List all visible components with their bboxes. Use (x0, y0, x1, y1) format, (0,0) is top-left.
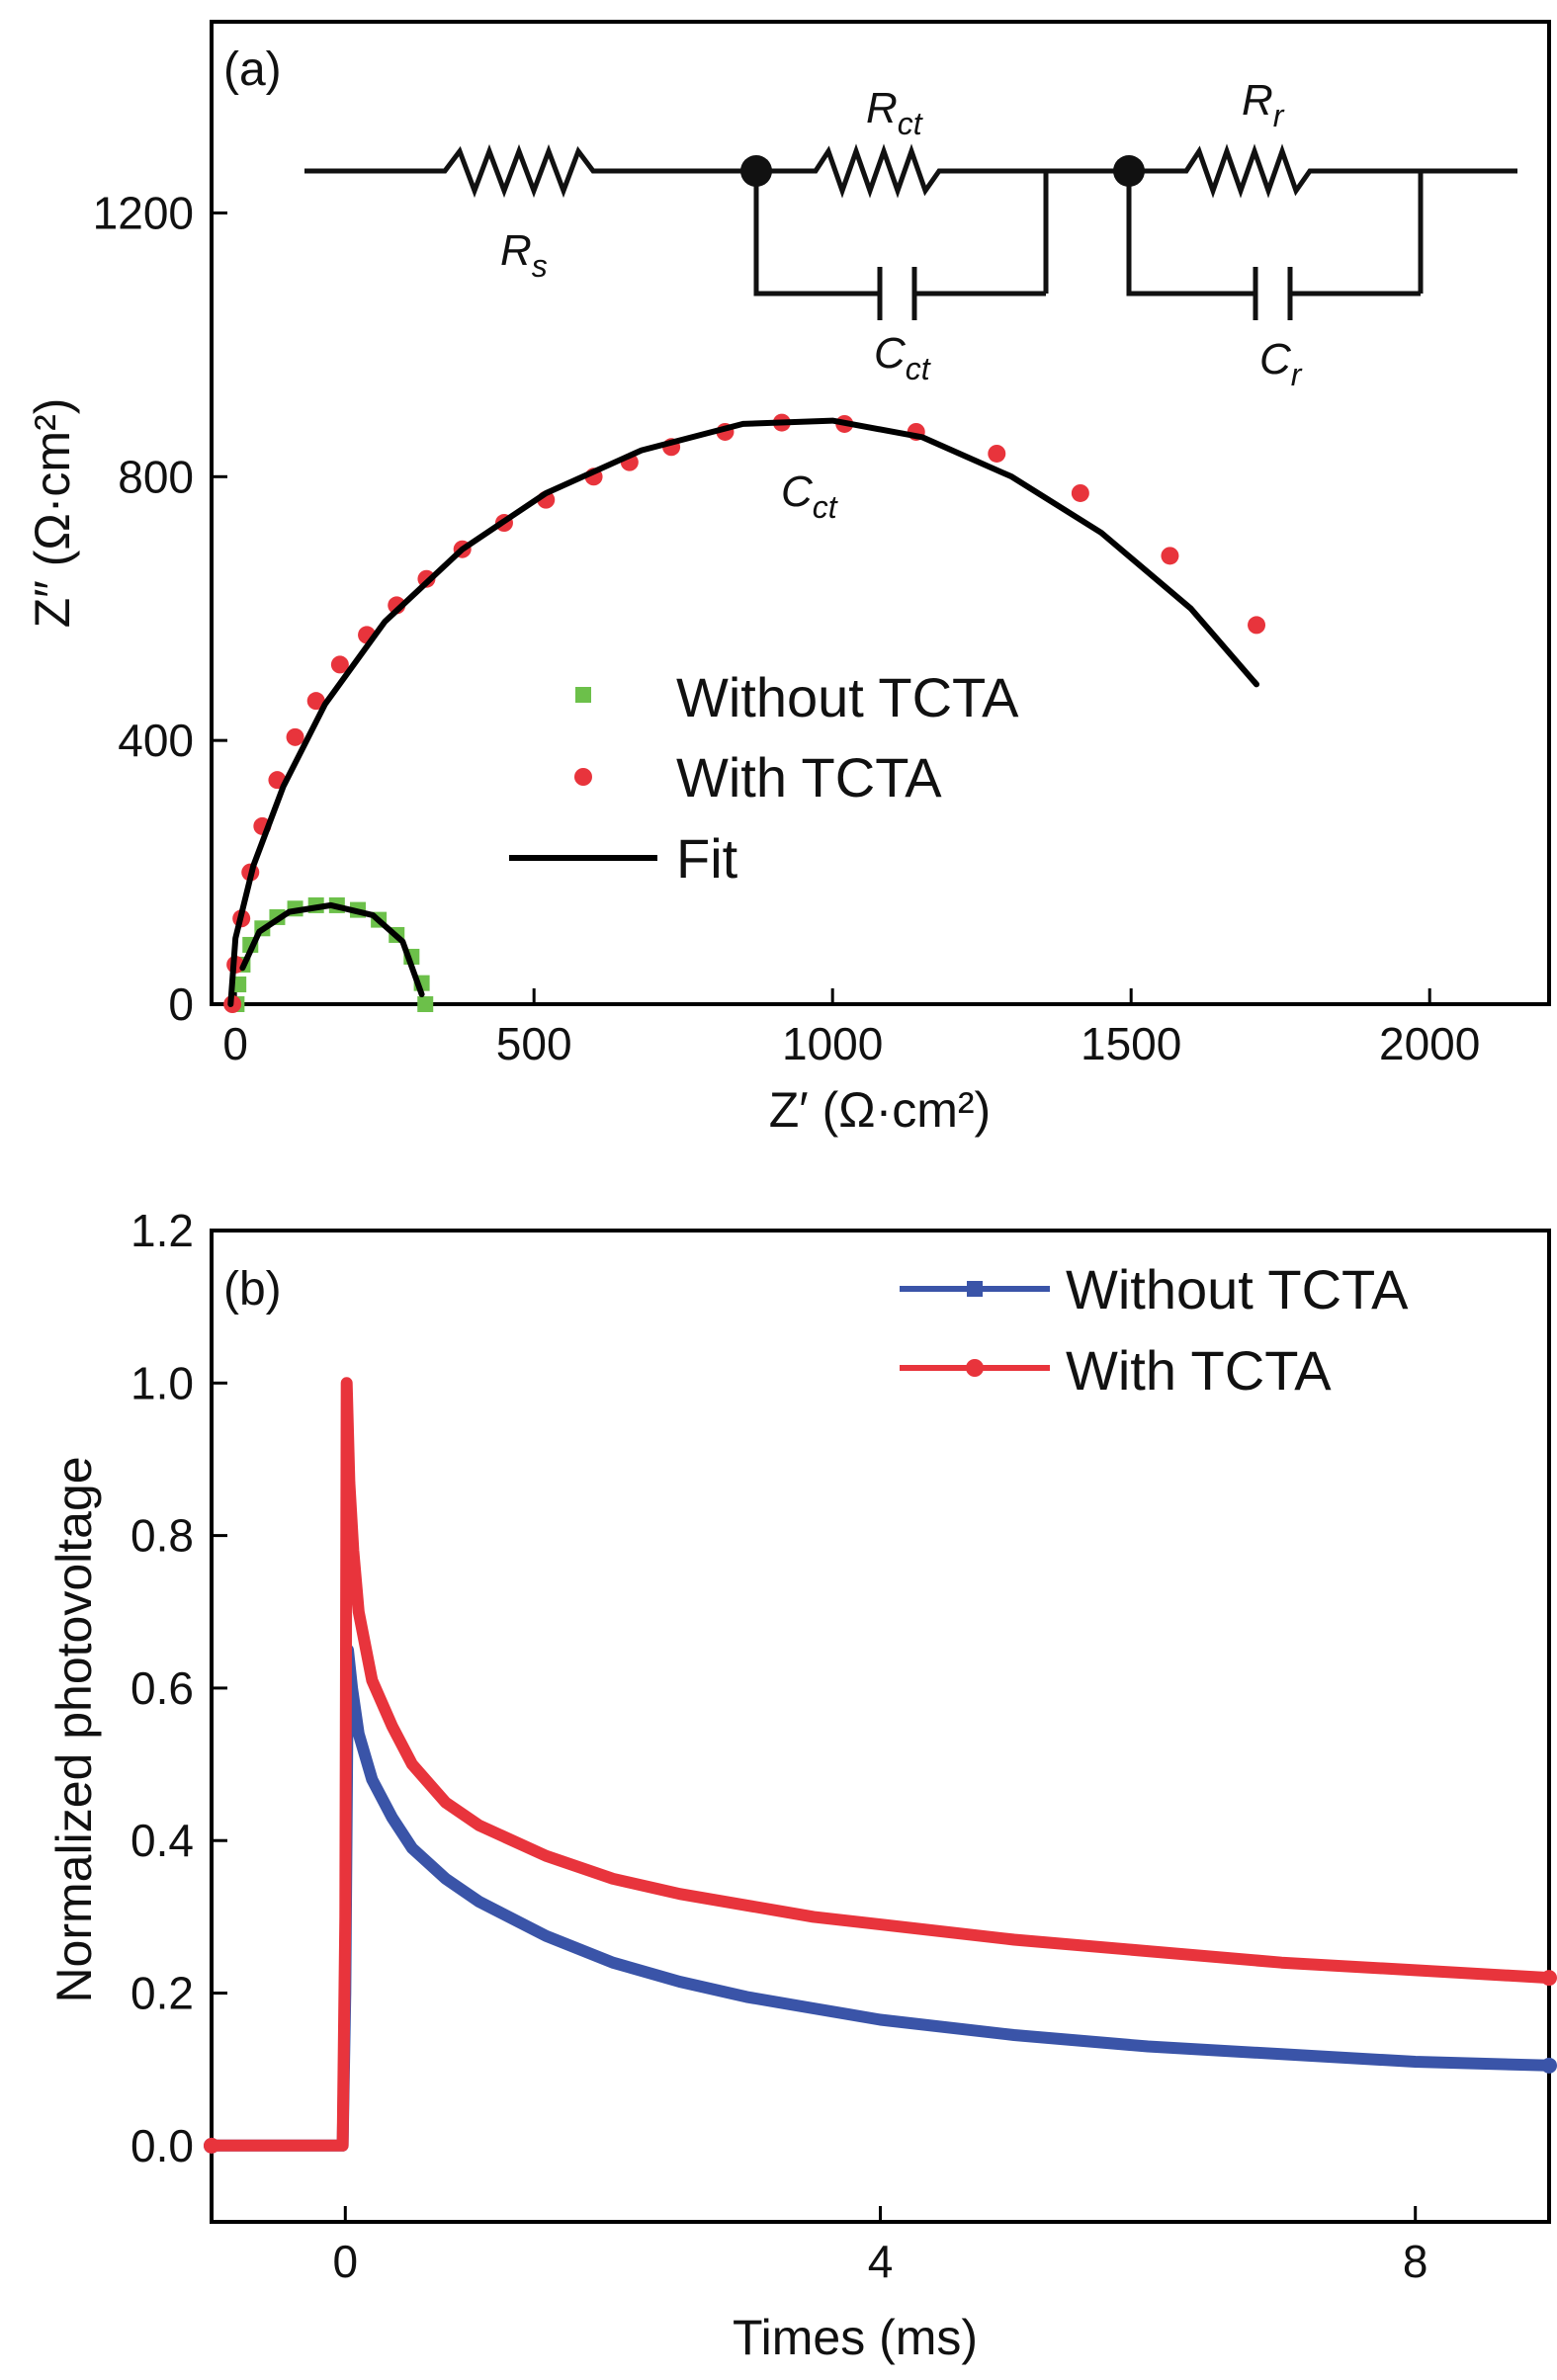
y-tick-label: 0.6 (130, 1662, 194, 1714)
data-point (1248, 616, 1266, 635)
x-tick-label: 1500 (1081, 1018, 1181, 1069)
panel-a-plot-frame (210, 20, 1551, 1006)
y-tick-label: 0 (168, 978, 194, 1030)
x-tick-label: 1000 (782, 1018, 883, 1069)
data-point (1071, 483, 1089, 502)
legend-without-tcta-marker (575, 687, 591, 703)
panel-a-x-axis-title: Z′ (Ω·cm²) (769, 1082, 991, 1138)
x-tick-label: 0 (222, 1018, 248, 1069)
panel-a-series (223, 413, 1266, 1013)
series-line-with-tcta (206, 1377, 1555, 2152)
panel-a-y-axis-title: Z″ (Ω·cm²) (25, 398, 80, 629)
cct-annotation: Cct (781, 468, 838, 525)
legend-b-without-tcta-marker (967, 1281, 983, 1297)
legend-with-tcta-marker (574, 768, 592, 786)
y-tick-label: 1.2 (130, 1205, 194, 1256)
x-tick-label: 8 (1403, 2236, 1428, 2287)
y-tick-label: 400 (118, 715, 194, 766)
x-tick-label: 4 (868, 2236, 894, 2287)
legend-b-with-tcta-label: With TCTA (1066, 1339, 1332, 1402)
panel-a-eis-plot: 0 500 1000 1500 2000 0 400 800 1200 (a) Rs Rct R… (25, 20, 1551, 1138)
panel-b-series (204, 1377, 1557, 2154)
data-point (1161, 547, 1179, 565)
data-point (988, 444, 1006, 463)
rr-label: Rr (1242, 76, 1285, 133)
data-point (1541, 1970, 1557, 1987)
panel-b-x-axis-title: Times (ms) (733, 2310, 978, 2365)
data-point (417, 996, 434, 1012)
equivalent-circuit-inset: Rs Rct Rr Cct Cr (304, 76, 1517, 392)
legend-fit-label: Fit (676, 827, 738, 890)
series-line-fit-3 (239, 901, 425, 997)
legend-b-without-tcta-label: Without TCTA (1066, 1258, 1409, 1320)
series-line-fit (227, 417, 1259, 1007)
data-point (306, 692, 325, 711)
x-tick-label: 2000 (1379, 1018, 1480, 1069)
y-tick-label: 0.0 (130, 2120, 194, 2171)
panel-a-ticks: 0 500 1000 1500 2000 0 400 800 1200 (93, 187, 1481, 1069)
legend-with-tcta-label: With TCTA (676, 746, 942, 808)
cr-label: Cr (1259, 335, 1303, 392)
data-point (330, 655, 349, 674)
series-line-without-tcta (206, 1644, 1555, 2152)
y-tick-label: 0.8 (130, 1510, 194, 1562)
y-tick-label: 0.2 (130, 1968, 194, 2019)
panel-b-label: (b) (223, 1263, 282, 1316)
data-point (286, 727, 304, 746)
panel-b-plot-frame (210, 1229, 1551, 2224)
panel-b-transient-plot: 0 4 8 0.0 0.2 0.4 0.6 0.8 1.0 1.2 (b) Without TCT… (46, 1205, 1557, 2365)
rct-label: Rct (866, 84, 923, 141)
y-tick-label: 1.0 (130, 1357, 194, 1408)
panel-b-ticks: 0 4 8 0.0 0.2 0.4 0.6 0.8 1.0 1.2 (130, 1205, 1427, 2287)
panel-b-y-axis-title: Normalized photovoltage (46, 1456, 102, 2002)
panel-b-legend: Without TCTA With TCTA (900, 1258, 1409, 1402)
y-tick-label: 800 (118, 451, 194, 502)
x-tick-label: 0 (333, 2236, 359, 2287)
cct-label: Cct (874, 329, 931, 386)
legend-without-tcta-label: Without TCTA (676, 666, 1019, 728)
data-point (204, 2137, 219, 2154)
panel-a-label: (a) (223, 43, 282, 96)
data-point (1541, 2057, 1557, 2074)
legend-b-with-tcta-marker (966, 1359, 984, 1377)
rs-label: Rs (500, 226, 548, 284)
panel-a-legend: Without TCTA With TCTA Fit (509, 666, 1019, 890)
y-tick-label: 1200 (93, 187, 194, 238)
y-tick-label: 0.4 (130, 1815, 194, 1866)
x-tick-label: 500 (496, 1018, 572, 1069)
